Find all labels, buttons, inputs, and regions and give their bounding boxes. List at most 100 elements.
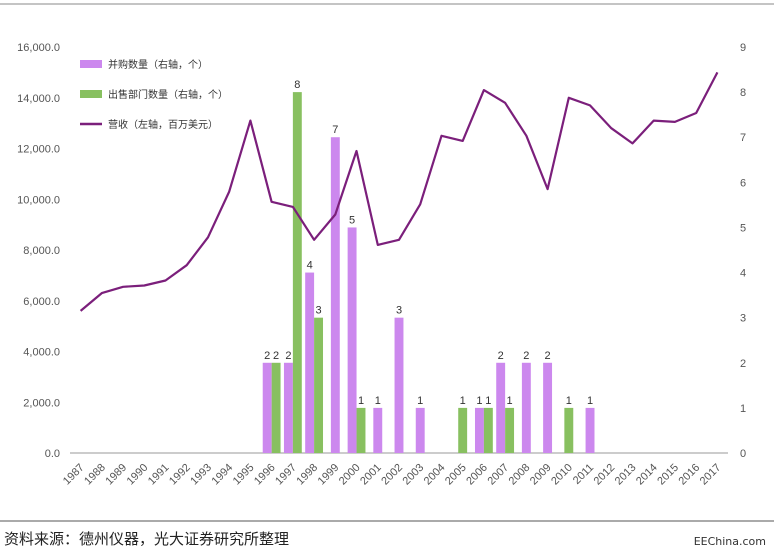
bars (263, 92, 595, 453)
revenue-line (81, 72, 718, 311)
acquisition-bar (543, 363, 552, 453)
acquisition-bar (395, 318, 404, 453)
acquisition-bar-label: 7 (332, 124, 338, 136)
x-axis: 1987198819891990199119921993199419951996… (61, 462, 724, 488)
right-tick-label: 6 (740, 177, 746, 189)
left-tick-label: 10,000.0 (17, 194, 60, 206)
left-tick-label: 0.0 (45, 448, 60, 460)
divestiture-bar (272, 363, 281, 453)
legend-swatch-divestitures (80, 90, 102, 98)
x-tick-label: 2016 (676, 462, 702, 488)
right-tick-label: 9 (740, 42, 746, 54)
acquisition-bar (522, 363, 531, 453)
acquisition-bar-label: 2 (498, 350, 504, 362)
left-axis: 0.0 2,000.0 4,000.0 6,000.0 8,000.0 10,000.0 1… (17, 42, 60, 460)
right-tick-label: 1 (740, 403, 746, 415)
acquisition-bar (284, 363, 293, 453)
legend-label-acquisitions: 并购数量（右轴，个） (108, 58, 208, 71)
acquisition-bar (331, 137, 340, 453)
x-tick-label: 2001 (358, 462, 384, 488)
x-tick-label: 2013 (613, 462, 639, 488)
divestiture-bar-label: 2 (273, 350, 279, 362)
right-axis: 0 1 2 3 4 5 6 7 8 9 (740, 42, 746, 460)
x-tick-label: 2014 (634, 462, 660, 488)
acquisition-bar-label: 2 (545, 350, 551, 362)
x-tick-label: 1999 (316, 462, 342, 488)
x-tick-label: 1987 (61, 462, 87, 488)
x-tick-label: 2005 (443, 462, 469, 488)
left-tick-label: 8,000.0 (23, 245, 60, 257)
acquisition-bar (263, 363, 272, 453)
acquisition-bar (373, 408, 382, 453)
divestiture-bar (458, 408, 467, 453)
acquisition-bar-label: 1 (375, 395, 381, 407)
right-tick-label: 2 (740, 358, 746, 370)
x-tick-label: 2006 (464, 462, 490, 488)
left-tick-label: 4,000.0 (23, 347, 60, 359)
acquisition-bar (416, 408, 425, 453)
acquisition-bar-label: 4 (307, 260, 313, 272)
x-tick-label: 2002 (379, 462, 405, 488)
x-tick-label: 2012 (592, 462, 618, 488)
acquisition-bar-label: 1 (417, 395, 423, 407)
divestiture-bar-label: 1 (566, 395, 572, 407)
x-tick-label: 1998 (294, 462, 320, 488)
acquisition-bar (305, 273, 314, 453)
acquisition-bar-label: 2 (285, 350, 291, 362)
divestiture-bar-label: 1 (485, 395, 491, 407)
acquisition-bar (496, 363, 505, 453)
divestiture-bar-label: 8 (294, 79, 300, 91)
x-tick-label: 2011 (571, 462, 596, 487)
left-tick-label: 2,000.0 (23, 397, 60, 409)
x-tick-label: 2000 (337, 462, 363, 488)
left-tick-label: 16,000.0 (17, 42, 60, 54)
divestiture-bar (357, 408, 366, 453)
x-tick-label: 2003 (401, 462, 427, 488)
divestiture-bar-label: 1 (358, 395, 364, 407)
x-tick-label: 2004 (422, 462, 448, 488)
x-tick-label: 1994 (210, 462, 236, 488)
left-tick-label: 6,000.0 (23, 296, 60, 308)
right-tick-label: 3 (740, 313, 746, 325)
divestiture-bar (505, 408, 514, 453)
x-tick-label: 1989 (103, 462, 129, 488)
divestiture-bar-label: 3 (315, 305, 321, 317)
right-tick-label: 0 (740, 448, 746, 460)
divestiture-bar (293, 92, 302, 453)
right-tick-label: 5 (740, 222, 746, 234)
acquisition-bar (475, 408, 484, 453)
right-tick-label: 4 (740, 268, 746, 280)
x-tick-label: 2007 (485, 462, 511, 488)
acquisition-bar (348, 227, 357, 453)
left-tick-label: 14,000.0 (17, 93, 60, 105)
acquisition-bar-label: 3 (396, 305, 402, 317)
x-tick-label: 1991 (146, 462, 172, 488)
x-tick-label: 2017 (698, 462, 724, 488)
divestiture-bar (564, 408, 573, 453)
x-tick-label: 2008 (507, 462, 533, 488)
x-tick-label: 1988 (82, 462, 108, 488)
right-tick-label: 7 (740, 132, 746, 144)
legend-label-revenue: 营收（左轴，百万美元） (108, 118, 218, 131)
divestiture-bar (484, 408, 493, 453)
x-tick-label: 2010 (549, 462, 575, 488)
acquisition-bar (586, 408, 595, 453)
right-tick-label: 8 (740, 87, 746, 99)
legend-label-divestitures: 出售部门数量（右轴，个） (108, 88, 228, 101)
x-tick-label: 1992 (167, 462, 193, 488)
x-tick-label: 2009 (528, 462, 554, 488)
left-tick-label: 12,000.0 (17, 144, 60, 156)
acquisition-bar-label: 5 (349, 214, 355, 226)
x-tick-label: 1990 (125, 462, 151, 488)
divestiture-bar-label: 1 (507, 395, 513, 407)
x-tick-label: 1996 (252, 462, 278, 488)
x-tick-label: 1997 (273, 462, 299, 488)
brand-watermark: EEChina.com (694, 535, 766, 548)
x-tick-label: 1995 (231, 462, 257, 488)
revenue-line-path (81, 72, 718, 311)
divestiture-bar (314, 318, 323, 453)
acquisition-bar-label: 1 (476, 395, 482, 407)
acquisition-bar-label: 2 (523, 350, 529, 362)
x-tick-label: 2015 (655, 462, 681, 488)
